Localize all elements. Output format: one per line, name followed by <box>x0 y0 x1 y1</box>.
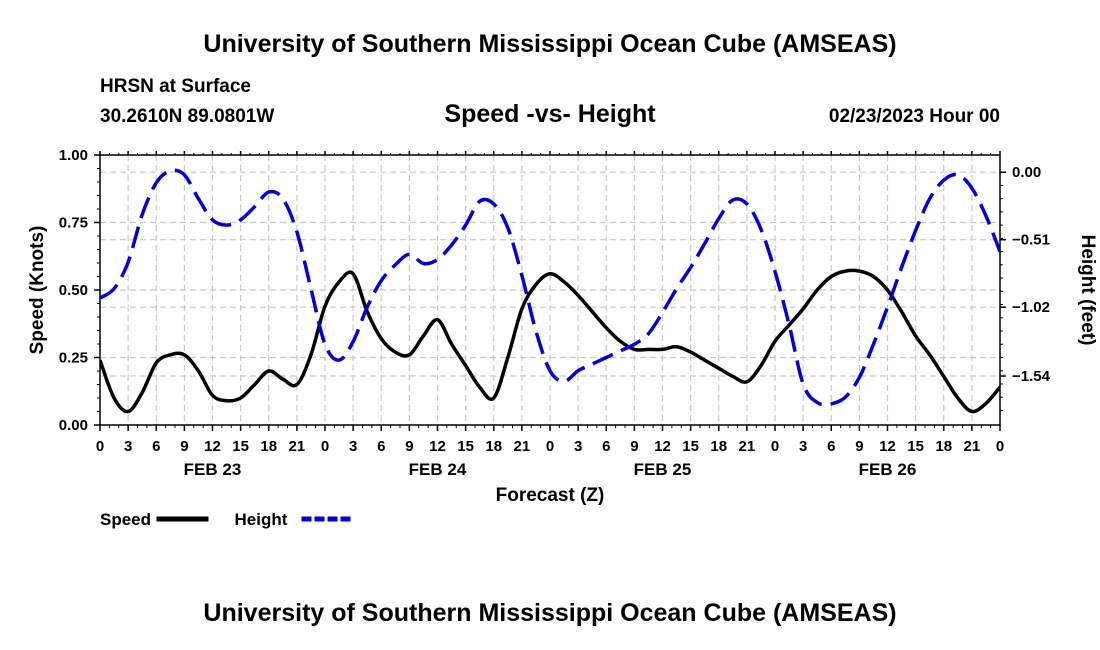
series-lines <box>100 168 1000 414</box>
legend-label-height: Height <box>235 510 288 529</box>
x-tick-label: 9 <box>630 438 638 455</box>
y-tick-label: 1.00 <box>59 147 88 164</box>
x-tick-label: 0 <box>771 438 779 455</box>
x-tick-label: 0 <box>321 438 329 455</box>
x-tick-label: 12 <box>429 438 446 455</box>
x-axis-title: Forecast (Z) <box>496 485 605 506</box>
series-line-height <box>100 168 1000 407</box>
x-tick-label: 0 <box>996 438 1004 455</box>
datetime-label: 02/23/2023 Hour 00 <box>828 106 1000 127</box>
x-tick-label: 18 <box>935 438 952 455</box>
y2-tick-label: −1.02 <box>1012 299 1050 316</box>
x-tick-label: 6 <box>602 438 610 455</box>
x-tick-label: 6 <box>827 438 835 455</box>
day-label: FEB 26 <box>859 460 917 479</box>
footer-title: University of Southern Mississippi Ocean… <box>203 599 897 627</box>
day-label: FEB 25 <box>634 460 692 479</box>
day-label: FEB 24 <box>409 460 467 479</box>
x-tick-label: 12 <box>654 438 671 455</box>
legend: Speed Height <box>100 510 354 529</box>
x-tick-label: 15 <box>232 438 249 455</box>
x-tick-label: 9 <box>180 438 188 455</box>
y2-axis-title: Height (feet) <box>1077 235 1098 346</box>
x-tick-label: 6 <box>377 438 385 455</box>
x-tick-label: 0 <box>546 438 554 455</box>
x-tick-label: 21 <box>964 438 981 455</box>
y-tick-label: 0.50 <box>59 282 88 299</box>
x-tick-label: 3 <box>124 438 132 455</box>
axes: 0 3 6 9 12 15 18 21 0 3 6 9 12 15 18 21 0 3 6 9 12 15 18 21 0 3 6 9… <box>27 147 1098 506</box>
x-tick-label: 15 <box>457 438 474 455</box>
location-label: HRSN at Surface <box>100 76 251 97</box>
x-tick-label: 12 <box>879 438 896 455</box>
x-tick-label: 18 <box>260 438 277 455</box>
coordinates-label: 30.2610N 89.0801W <box>100 106 275 127</box>
x-tick-label: 6 <box>152 438 160 455</box>
x-tick-label: 21 <box>739 438 756 455</box>
x-tick-label: 3 <box>574 438 582 455</box>
y2-tick-label: 0.00 <box>1012 164 1041 181</box>
x-tick-label: 21 <box>514 438 531 455</box>
x-tick-label: 15 <box>682 438 699 455</box>
main-title: University of Southern Mississippi Ocean… <box>203 30 897 58</box>
x-tick-label: 18 <box>710 438 727 455</box>
x-tick-label: 3 <box>799 438 807 455</box>
y-tick-label: 0.75 <box>59 215 88 232</box>
day-label: FEB 23 <box>184 460 242 479</box>
y2-tick-label: −0.51 <box>1012 232 1050 249</box>
series-line-speed <box>100 268 1000 414</box>
x-tick-label: 15 <box>907 438 924 455</box>
x-tick-label: 9 <box>405 438 413 455</box>
chart-subtitle: Speed -vs- Height <box>444 100 656 128</box>
x-tick-label: 3 <box>349 438 357 455</box>
x-tick-label: 12 <box>204 438 221 455</box>
y-tick-label: 0.00 <box>59 417 88 434</box>
y2-tick-label: −1.54 <box>1012 368 1051 385</box>
x-tick-label: 9 <box>855 438 863 455</box>
y-axis-title: Speed (Knots) <box>27 226 48 355</box>
y-tick-label: 0.25 <box>59 350 88 367</box>
legend-label-speed: Speed <box>100 510 151 529</box>
x-tick-label: 21 <box>289 438 306 455</box>
grid-lines <box>100 155 1000 425</box>
x-tick-label: 18 <box>485 438 502 455</box>
x-tick-label: 0 <box>96 438 104 455</box>
speed-height-chart: 0 3 6 9 12 15 18 21 0 3 6 9 12 15 18 21 0 3 6 9 12 15 18 21 0 3 6 9… <box>27 147 1098 529</box>
